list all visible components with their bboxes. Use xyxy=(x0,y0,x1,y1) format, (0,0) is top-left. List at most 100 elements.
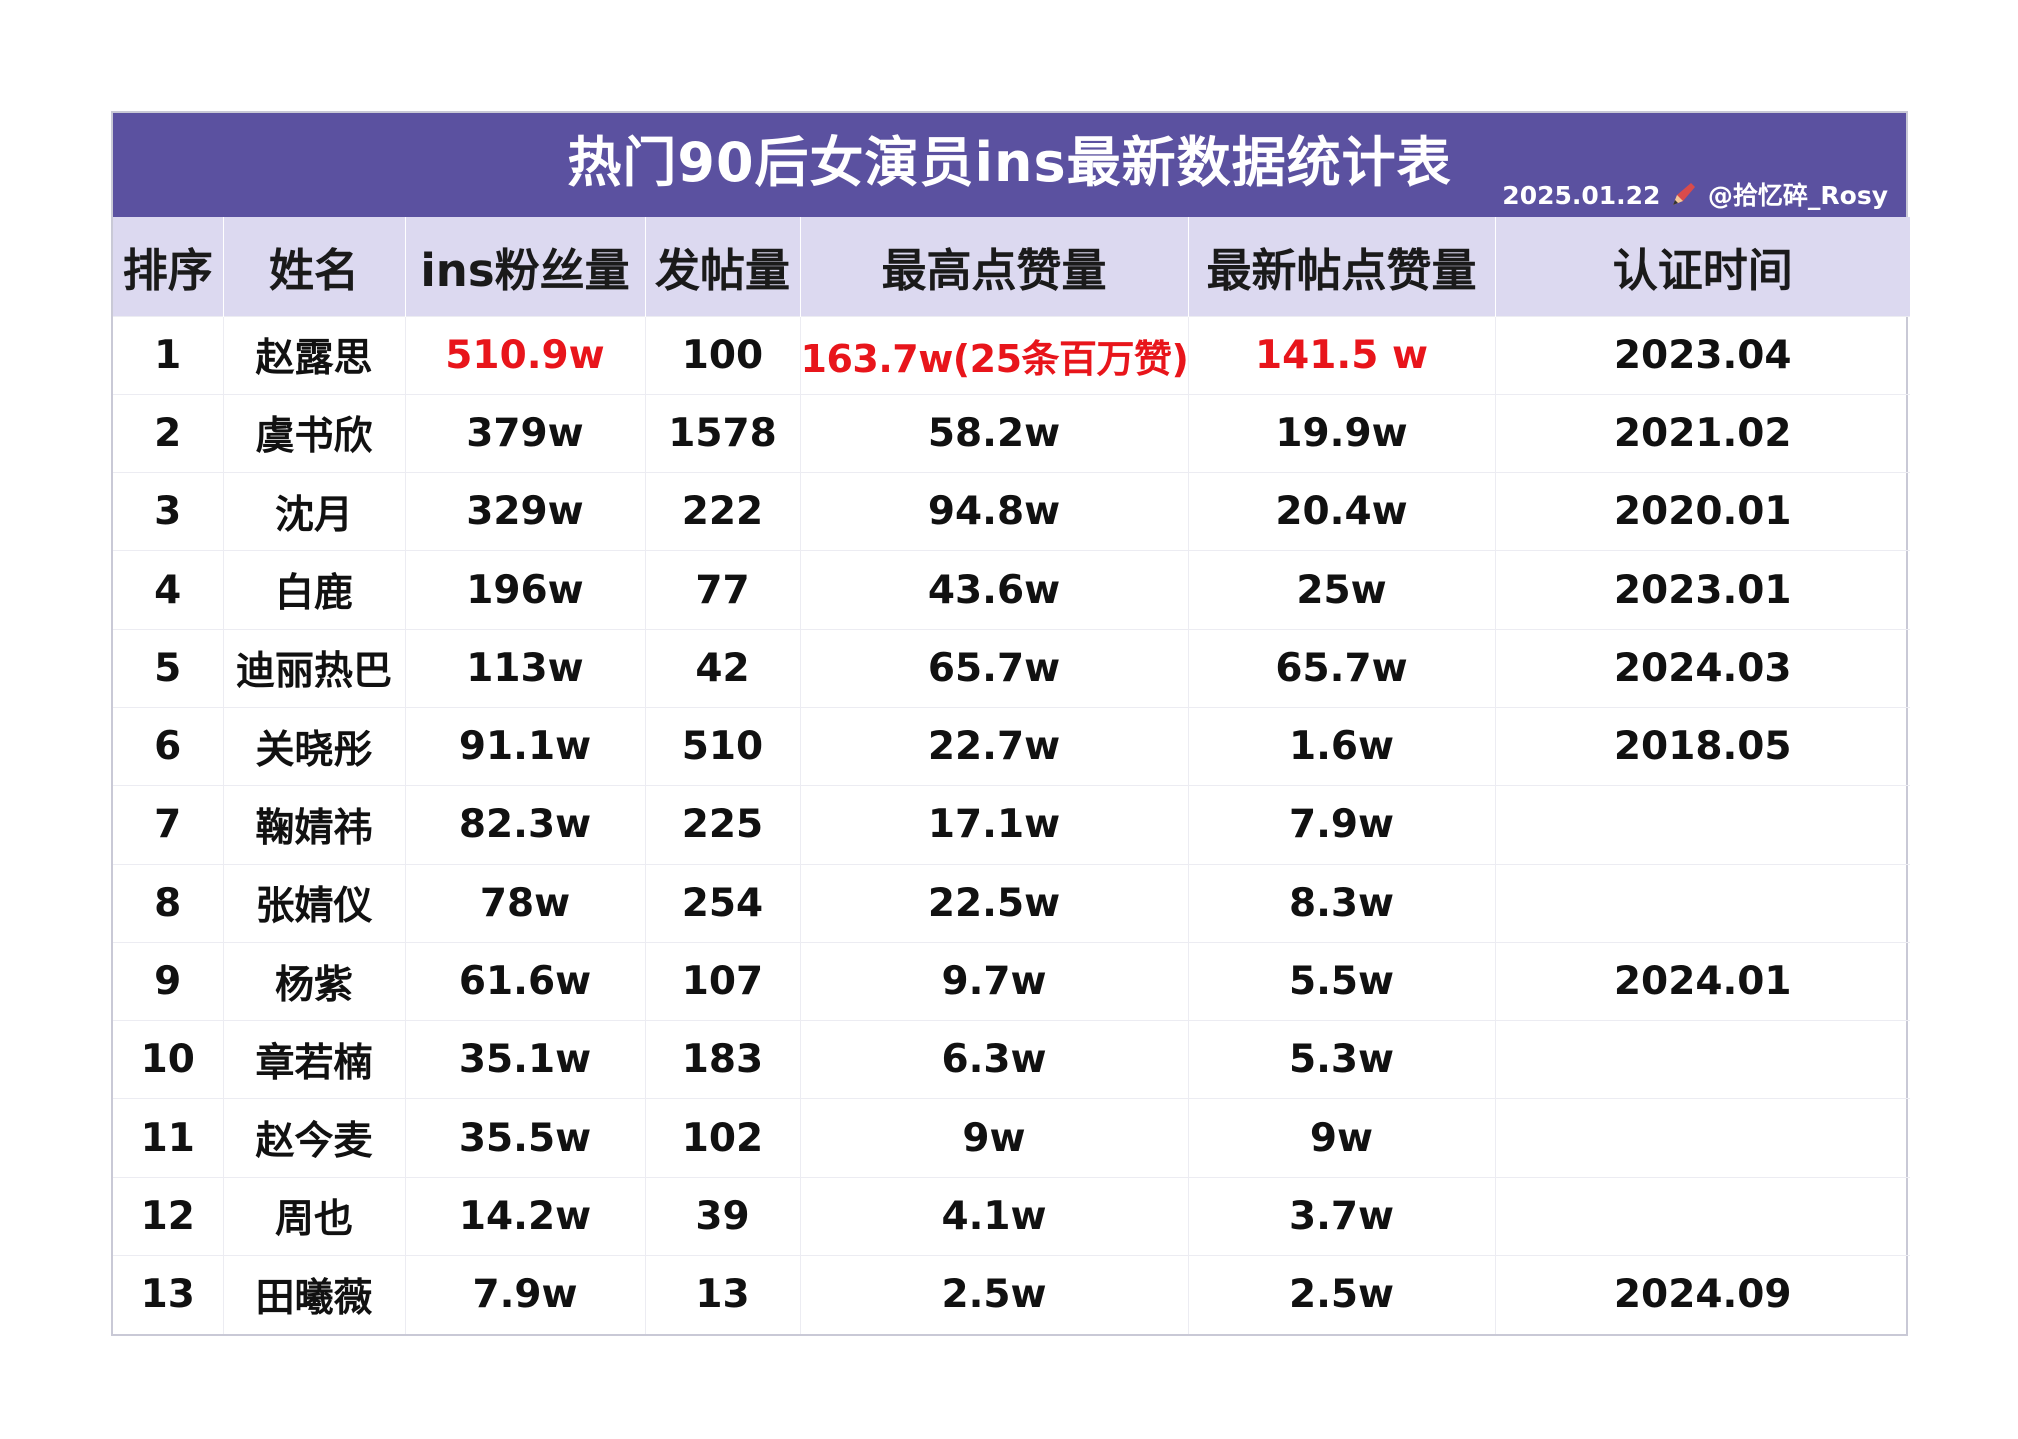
cell-col-post-count: 510 xyxy=(645,707,801,786)
cell-col-max-likes: 163.7w(25条百万赞) xyxy=(800,316,1189,395)
cell-col-max-likes: 9w xyxy=(800,1098,1189,1178)
cell-col-rank: 6 xyxy=(113,707,224,786)
cell-col-max-likes: 6.3w xyxy=(800,1020,1189,1099)
cell-col-name: 鞠婧祎 xyxy=(223,785,406,865)
cell-col-latest-likes: 65.7w xyxy=(1188,629,1496,708)
cell-col-verified-date: 2021.02 xyxy=(1613,410,1792,456)
cell-col-ins-followers: 35.1w xyxy=(405,1020,646,1099)
cell-col-max-likes: 2.5w xyxy=(800,1255,1189,1334)
table-row: 10 章若楠 35.1w 183 6.3w 5.3w xyxy=(113,1020,1910,1099)
cell-col-name: 沈月 xyxy=(223,472,406,551)
cell-col-ins-followers: 113w xyxy=(405,629,646,708)
cell-col-latest-likes: 1.6w xyxy=(1188,707,1496,786)
cell-col-verified-date xyxy=(1495,786,1910,864)
cell-col-name: 虞书欣 xyxy=(223,394,406,473)
cell-col-verified-date xyxy=(1495,1021,1910,1099)
header-row: 排序 姓名 ins粉丝量 发帖量 最高点赞量 最新帖点赞量 认证时间 xyxy=(113,217,1910,316)
cell-col-ins-followers: 61.6w xyxy=(405,942,646,1021)
cell-col-ins-followers: 7.9w xyxy=(405,1255,646,1334)
cell-col-max-likes: 4.1w xyxy=(800,1177,1189,1256)
cell-col-ins-followers: 82.3w xyxy=(405,785,646,865)
cell-col-latest-likes: 25w xyxy=(1188,550,1496,630)
cell-col-post-count: 1578 xyxy=(645,394,801,473)
cell-col-latest-likes: 5.5w xyxy=(1188,942,1496,1021)
cell-col-post-count: 254 xyxy=(645,864,801,943)
header-col-ins-followers: ins粉丝量 xyxy=(405,217,646,316)
header-col-name: 姓名 xyxy=(223,217,406,316)
cell-col-latest-likes: 8.3w xyxy=(1188,864,1496,943)
cell-col-post-count: 13 xyxy=(645,1255,801,1334)
cell-col-rank: 1 xyxy=(113,316,224,395)
cell-col-ins-followers: 510.9w xyxy=(405,316,646,395)
cell-col-latest-likes: 9w xyxy=(1188,1098,1496,1178)
cell-col-max-likes: 58.2w xyxy=(800,394,1189,473)
cell-col-name: 杨紫 xyxy=(223,942,406,1021)
cell-col-latest-likes: 5.3w xyxy=(1188,1020,1496,1099)
credit-line: 2025.01.22 @拾忆碎_Rosy xyxy=(1502,181,1888,211)
cell-col-rank: 2 xyxy=(113,394,224,473)
cell-col-rank: 12 xyxy=(113,1177,224,1256)
table-row: 7 鞠婧祎 82.3w 225 17.1w 7.9w xyxy=(113,785,1910,865)
cell-col-rank: 11 xyxy=(113,1098,224,1178)
cell-col-post-count: 222 xyxy=(645,472,801,551)
cell-col-rank: 3 xyxy=(113,472,224,551)
header-col-max-likes: 最高点赞量 xyxy=(800,217,1189,316)
cell-col-latest-likes: 20.4w xyxy=(1188,472,1496,551)
cell-col-rank: 10 xyxy=(113,1020,224,1099)
cell-col-verified-date xyxy=(1495,1099,1910,1177)
header-col-post-count: 发帖量 xyxy=(645,217,801,316)
cell-col-name: 章若楠 xyxy=(223,1020,406,1099)
cell-col-max-likes: 65.7w xyxy=(800,629,1189,708)
table-row: 6 关晓彤 91.1w 510 22.7w 1.6w 2018.05 xyxy=(113,707,1910,786)
cell-col-latest-likes: 2.5w xyxy=(1188,1255,1496,1334)
credit-date: 2025.01.22 xyxy=(1502,181,1661,210)
cell-col-name: 赵露思 xyxy=(223,316,406,395)
cell-col-post-count: 183 xyxy=(645,1020,801,1099)
cell-col-ins-followers: 196w xyxy=(405,550,646,630)
cell-col-post-count: 107 xyxy=(645,942,801,1021)
table-row: 4 白鹿 196w 77 43.6w 25w 2023.01 xyxy=(113,550,1910,630)
cell-col-verified-date: 2023.04 xyxy=(1613,332,1792,378)
data-table-card: 热门90后女演员ins最新数据统计表 2025.01.22 @拾忆碎_Rosy … xyxy=(111,111,1910,1336)
header-col-latest-likes: 最新帖点赞量 xyxy=(1188,217,1496,316)
cell-col-verified-date: 2023.01 xyxy=(1613,567,1792,613)
cell-col-post-count: 102 xyxy=(645,1098,801,1178)
cell-col-rank: 13 xyxy=(113,1255,224,1334)
cell-col-name: 迪丽热巴 xyxy=(223,629,406,708)
cell-col-ins-followers: 91.1w xyxy=(405,707,646,786)
cell-col-verified-date: 2020.01 xyxy=(1613,489,1792,535)
cell-col-post-count: 42 xyxy=(645,629,801,708)
cell-col-name: 周也 xyxy=(223,1177,406,1256)
cell-col-verified-date: 2018.05 xyxy=(1613,724,1792,770)
cell-col-name: 张婧仪 xyxy=(223,864,406,943)
cell-col-ins-followers: 78w xyxy=(405,864,646,943)
table-row: 9 杨紫 61.6w 107 9.7w 5.5w 2024.01 xyxy=(113,942,1910,1021)
title-bar: 热门90后女演员ins最新数据统计表 2025.01.22 @拾忆碎_Rosy xyxy=(113,113,1906,217)
cell-col-verified-date xyxy=(1495,864,1910,942)
cell-col-verified-date: 2024.03 xyxy=(1613,645,1792,691)
table-row: 2 虞书欣 379w 1578 58.2w 19.9w 2021.02 xyxy=(113,394,1910,473)
cell-col-post-count: 100 xyxy=(645,316,801,395)
cell-col-max-likes: 22.7w xyxy=(800,707,1189,786)
table-row: 3 沈月 329w 222 94.8w 20.4w 2020.01 xyxy=(113,472,1910,551)
cell-col-post-count: 77 xyxy=(645,550,801,630)
cell-col-ins-followers: 35.5w xyxy=(405,1098,646,1178)
cell-col-verified-date: 2024.01 xyxy=(1613,959,1792,1005)
cell-col-rank: 8 xyxy=(113,864,224,943)
cell-col-verified-date: 2024.09 xyxy=(1613,1272,1792,1318)
cell-col-verified-date xyxy=(1495,1177,1910,1255)
stats-table: 排序 姓名 ins粉丝量 发帖量 最高点赞量 最新帖点赞量 认证时间 1 赵露思 510.9w 1… xyxy=(113,217,1910,1334)
cell-col-rank: 4 xyxy=(113,550,224,630)
cell-col-max-likes: 94.8w xyxy=(800,472,1189,551)
cell-col-rank: 5 xyxy=(113,629,224,708)
cell-col-latest-likes: 19.9w xyxy=(1188,394,1496,473)
table-row: 11 赵今麦 35.5w 102 9w 9w xyxy=(113,1098,1910,1178)
cell-col-max-likes: 17.1w xyxy=(800,785,1189,865)
cell-col-latest-likes: 141.5 w xyxy=(1188,316,1496,395)
cell-col-post-count: 225 xyxy=(645,785,801,865)
cell-col-ins-followers: 379w xyxy=(405,394,646,473)
pencil-icon xyxy=(1673,183,1696,205)
cell-col-post-count: 39 xyxy=(645,1177,801,1256)
cell-col-ins-followers: 14.2w xyxy=(405,1177,646,1256)
cell-col-rank: 9 xyxy=(113,942,224,1021)
